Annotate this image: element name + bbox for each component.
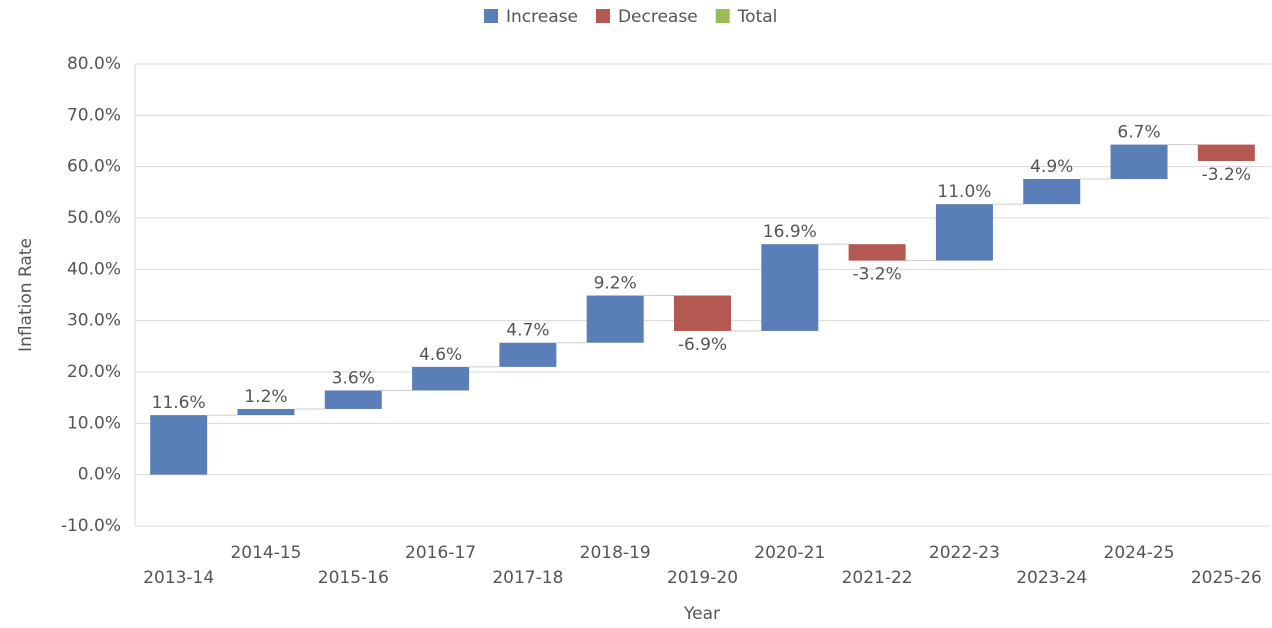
- data-label: -3.2%: [852, 265, 901, 285]
- bar: [1023, 178, 1081, 205]
- y-axis-label: Inflation Rate: [16, 238, 36, 352]
- x-tick-label: 2025-26: [1191, 568, 1262, 588]
- x-tick-label: 2016-17: [405, 543, 476, 563]
- data-label: 6.7%: [1117, 123, 1160, 143]
- data-label: -6.9%: [678, 335, 727, 355]
- bar: [761, 244, 819, 331]
- bar: [324, 390, 382, 409]
- x-tick-label: 2020-21: [754, 543, 825, 563]
- y-tick-label: 50.0%: [67, 208, 121, 228]
- data-label: 9.2%: [594, 274, 637, 294]
- bar: [674, 295, 731, 331]
- x-tick-label: 2023-24: [1016, 568, 1087, 588]
- bar: [1110, 144, 1168, 179]
- legend-label: Decrease: [618, 7, 698, 27]
- bar: [237, 408, 295, 416]
- legend-label: Total: [737, 7, 778, 27]
- y-tick-label: 40.0%: [67, 259, 121, 279]
- data-label: 16.9%: [763, 222, 817, 242]
- data-label: 4.9%: [1030, 157, 1073, 177]
- x-tick-label: 2014-15: [230, 543, 301, 563]
- bar: [848, 244, 906, 261]
- y-tick-label: 30.0%: [67, 311, 121, 331]
- legend-swatch: [715, 9, 730, 23]
- x-tick-label: 2024-25: [1104, 543, 1175, 563]
- legend-swatch: [595, 9, 610, 23]
- data-label: 1.2%: [244, 387, 287, 407]
- x-tick-label: 2015-16: [318, 568, 389, 588]
- x-tick-label: 2017-18: [492, 568, 563, 588]
- data-label: 3.6%: [332, 368, 375, 388]
- y-tick-label: 0.0%: [78, 465, 121, 485]
- y-tick-label: 10.0%: [67, 413, 121, 433]
- x-axis-label: Year: [683, 604, 720, 624]
- bar: [150, 415, 208, 475]
- bar: [1197, 144, 1255, 162]
- y-tick-label: 20.0%: [67, 362, 121, 382]
- x-tick-label: 2021-22: [842, 568, 913, 588]
- bar: [499, 342, 557, 367]
- x-tick-label: 2018-19: [580, 543, 651, 563]
- bar: [586, 295, 644, 343]
- data-label: -3.2%: [1202, 165, 1251, 185]
- x-tick-label: 2019-20: [667, 568, 738, 588]
- x-tick-label: 2013-14: [143, 568, 214, 588]
- y-tick-label: 70.0%: [67, 105, 121, 125]
- bar: [412, 366, 470, 391]
- y-tick-label: 60.0%: [67, 157, 121, 177]
- bar: [935, 204, 993, 261]
- data-label: 11.0%: [937, 182, 991, 202]
- y-tick-label: -10.0%: [61, 516, 121, 536]
- y-tick-label: 80.0%: [67, 54, 121, 74]
- data-label: 4.6%: [419, 345, 462, 365]
- legend-swatch: [484, 9, 498, 23]
- legend-label: Increase: [506, 7, 578, 27]
- x-tick-label: 2022-23: [929, 543, 1000, 563]
- data-label: 4.7%: [506, 321, 549, 341]
- data-label: 11.6%: [152, 393, 206, 413]
